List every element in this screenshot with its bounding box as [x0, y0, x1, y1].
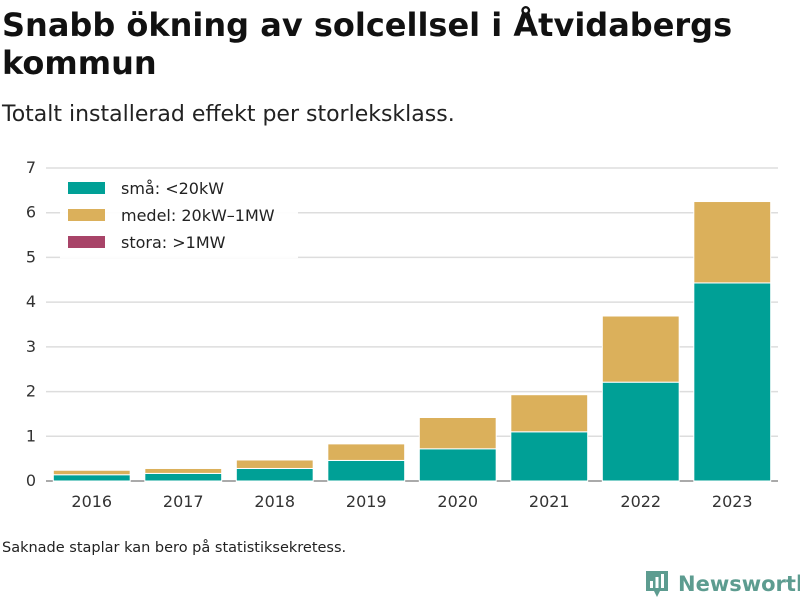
legend-label: små: <20kW: [121, 179, 224, 198]
bar-segment-medel[interactable]: [510, 394, 589, 433]
x-tick-label: 2022: [620, 492, 661, 511]
bar-segment-sma[interactable]: [235, 467, 314, 482]
x-tick-label: 2019: [346, 492, 387, 511]
y-tick-label: 3: [26, 337, 36, 356]
legend-label: stora: >1MW: [121, 233, 226, 252]
y-tick-label: 6: [26, 203, 36, 222]
bar-segment-sma[interactable]: [144, 472, 223, 482]
y-tick-label: 0: [26, 471, 36, 490]
chart-subtitle: Totalt installerad effekt per storlekskl…: [2, 102, 455, 127]
y-tick-label: 2: [26, 382, 36, 401]
x-tick-label: 2021: [529, 492, 570, 511]
brand-name: Newsworthy: [678, 572, 800, 596]
legend-swatch: [68, 182, 105, 194]
bar-segment-sma[interactable]: [327, 459, 406, 482]
bars: [52, 201, 772, 482]
bar-segment-sma[interactable]: [52, 474, 131, 482]
y-tick-label: 1: [26, 426, 36, 445]
x-tick-label: 2023: [712, 492, 753, 511]
x-tick-label: 2017: [163, 492, 204, 511]
bar-segment-sma[interactable]: [693, 282, 772, 482]
y-tick-label: 5: [26, 247, 36, 266]
stacked-bar-chart: 0 1 2 3 4 5 6 7 2016 2017 2018 2019 2020 2021 2022 202…: [26, 158, 778, 511]
bar-segment-medel[interactable]: [52, 469, 131, 476]
bar-segment-medel[interactable]: [418, 417, 497, 450]
bar-segment-medel[interactable]: [235, 459, 314, 469]
bar-segment-medel[interactable]: [144, 467, 223, 474]
legend: små: <20kW medel: 20kW–1MW stora: >1MW: [60, 170, 298, 258]
bar-segment-sma[interactable]: [510, 431, 589, 482]
legend-swatch: [68, 236, 105, 248]
x-tick-label: 2020: [437, 492, 478, 511]
x-tick-label: 2018: [254, 492, 295, 511]
legend-swatch: [68, 209, 105, 221]
bar-segment-medel[interactable]: [327, 443, 406, 461]
chart-title: Snabb ökning av solcellsel i Åtvidabergs…: [2, 6, 733, 82]
bar-segment-medel[interactable]: [601, 315, 680, 383]
newsworthy-logo[interactable]: Newsworthy: [644, 568, 800, 600]
bar-segment-medel[interactable]: [693, 201, 772, 284]
x-axis-ticks: 2016 2017 2018 2019 2020 2021 2022 2023: [71, 492, 752, 511]
y-tick-label: 7: [26, 158, 36, 177]
bar-segment-sma[interactable]: [418, 448, 497, 482]
footnote: Saknade staplar kan bero på statistiksek…: [2, 540, 347, 556]
bar-segment-sma[interactable]: [601, 381, 680, 482]
y-axis-ticks: 0 1 2 3 4 5 6 7: [26, 158, 36, 490]
bar-chart-logo-icon: [646, 571, 668, 597]
legend-label: medel: 20kW–1MW: [121, 206, 275, 225]
x-tick-label: 2016: [71, 492, 112, 511]
y-tick-label: 4: [26, 292, 36, 311]
